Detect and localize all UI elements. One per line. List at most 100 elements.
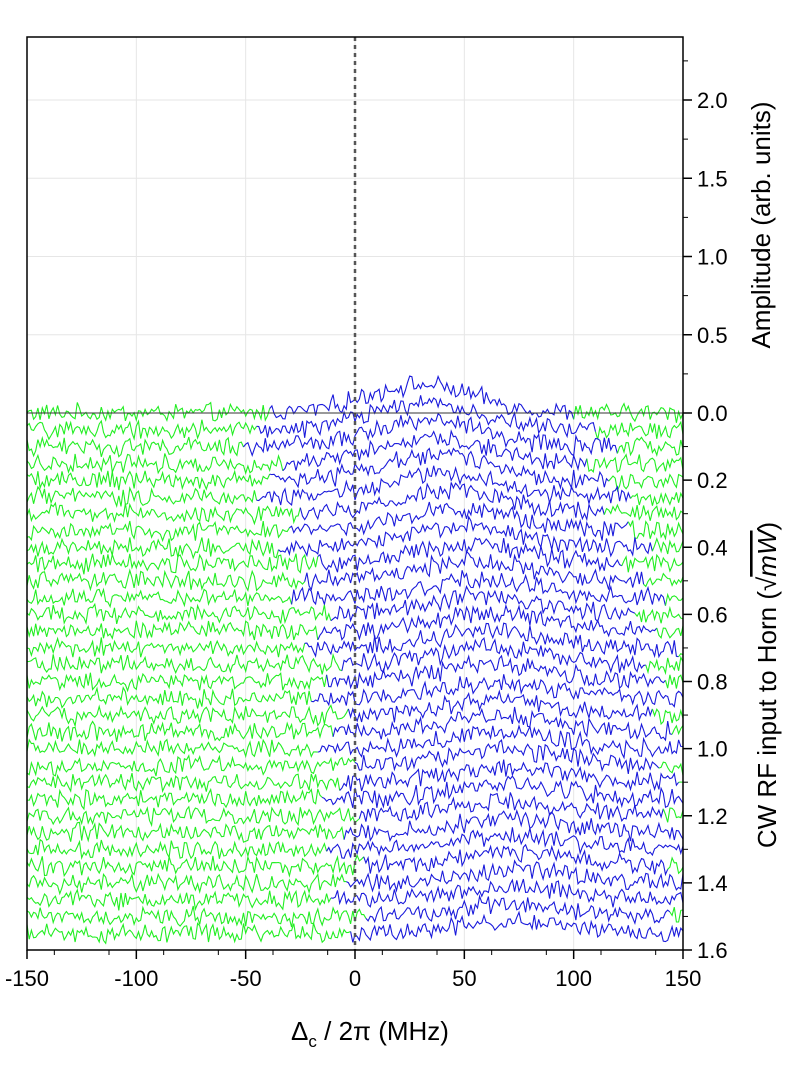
trace-line	[317, 724, 684, 760]
y-lower-tick-label: 0.6	[697, 602, 728, 627]
trace-line	[643, 572, 684, 588]
trace-line	[586, 453, 684, 474]
trace-line	[299, 482, 605, 522]
trace-line	[321, 775, 684, 809]
trace-line	[256, 395, 597, 439]
trace-line	[26, 704, 349, 728]
x-tick-label: -50	[230, 966, 262, 991]
y-axis-lower-title: CW RF input to Horn (√mW)	[752, 522, 782, 848]
trace-line	[608, 473, 684, 493]
x-tick-label: 50	[452, 966, 476, 991]
trace-line	[634, 605, 684, 624]
trace-line	[26, 720, 334, 742]
trace-line	[330, 878, 684, 908]
y-upper-tick-label: 2.0	[697, 88, 728, 113]
trace-line	[26, 652, 343, 675]
trace-line	[330, 584, 636, 623]
x-tick-label: 150	[665, 966, 702, 991]
trace-line	[26, 485, 258, 508]
trace-line	[671, 724, 684, 736]
trace-line	[616, 436, 684, 458]
trace-line	[26, 787, 323, 811]
trace-line	[26, 435, 245, 458]
trace-line	[630, 491, 684, 506]
trace-line	[339, 759, 680, 792]
trace-line	[658, 761, 684, 776]
trace-line	[656, 625, 684, 639]
y-lower-tick-label: 0.8	[697, 670, 728, 695]
trace-line	[326, 654, 666, 690]
trace-line	[669, 907, 684, 923]
y-upper-tick-label: 0.5	[697, 323, 728, 348]
trace-line	[26, 636, 306, 658]
trace-line	[289, 501, 629, 541]
trace-line	[651, 537, 684, 555]
y-axis-upper-title: Amplitude (arb. units)	[746, 101, 776, 348]
trace-line	[664, 674, 684, 689]
trace-line	[358, 792, 664, 822]
y-upper-tick-label: 1.5	[697, 166, 728, 191]
x-tick-label: 100	[555, 966, 592, 991]
trace-line	[662, 807, 684, 823]
trace-line	[269, 374, 575, 420]
trace-line	[26, 469, 271, 491]
x-tick-label: -100	[114, 966, 158, 991]
trace-line	[26, 922, 351, 945]
trace-line	[26, 520, 290, 543]
trace-line	[645, 655, 684, 676]
y-lower-tick-label: 1.4	[697, 871, 728, 896]
trace-line	[26, 821, 345, 843]
trace-line	[282, 429, 588, 472]
trace-line	[26, 905, 367, 928]
trace-line	[26, 805, 360, 828]
trace-line	[26, 401, 271, 423]
trace-line	[627, 520, 684, 541]
trace-line	[304, 550, 645, 591]
trace-line	[26, 854, 365, 878]
trace-line	[26, 685, 312, 709]
trace-line	[26, 620, 319, 641]
trace-line	[26, 552, 319, 575]
y-lower-tick-label: 0.4	[697, 535, 728, 560]
trace-line	[243, 412, 618, 458]
trace-line	[354, 738, 660, 774]
trace-line	[278, 515, 653, 558]
trace-line	[350, 910, 684, 943]
trace-line	[26, 672, 328, 693]
trace-line	[26, 738, 318, 759]
trace-line	[332, 706, 673, 742]
y-upper-tick-label: 1.0	[697, 245, 728, 270]
spectra-traces	[26, 374, 684, 945]
trace-line	[26, 602, 332, 626]
x-axis-title: Δc / 2π (MHz)	[291, 1016, 449, 1051]
trace-line	[365, 894, 671, 926]
trace-line	[26, 888, 332, 912]
trace-line	[651, 708, 684, 726]
trace-line	[26, 838, 328, 861]
trace-line	[256, 465, 632, 506]
trace-line	[26, 501, 301, 526]
trace-line	[26, 754, 356, 777]
trace-line	[343, 808, 684, 843]
trace-line	[26, 587, 293, 609]
x-tick-label: 0	[349, 966, 361, 991]
trace-line	[317, 537, 623, 573]
trace-line	[621, 553, 684, 573]
trace-line	[363, 843, 669, 877]
axes: -150 -100 -50 0 50 100 150 0.0 0.5 1.0 1.5 2.0 0.2 0.…	[5, 36, 728, 991]
trace-line	[326, 827, 684, 859]
x-tick-label: -150	[5, 966, 49, 991]
trace-line	[26, 568, 306, 593]
trace-line	[26, 453, 284, 475]
y-lower-tick-label: 1.6	[697, 938, 728, 963]
trace-line	[667, 856, 684, 875]
trace-line	[304, 622, 679, 659]
trace-line	[269, 447, 610, 490]
reference-lines	[27, 37, 683, 950]
trace-line	[26, 419, 258, 441]
y-lower-tick-label: 1.2	[697, 804, 728, 829]
trace-line	[573, 402, 684, 423]
trace-line	[341, 636, 646, 674]
trace-line	[26, 772, 341, 794]
